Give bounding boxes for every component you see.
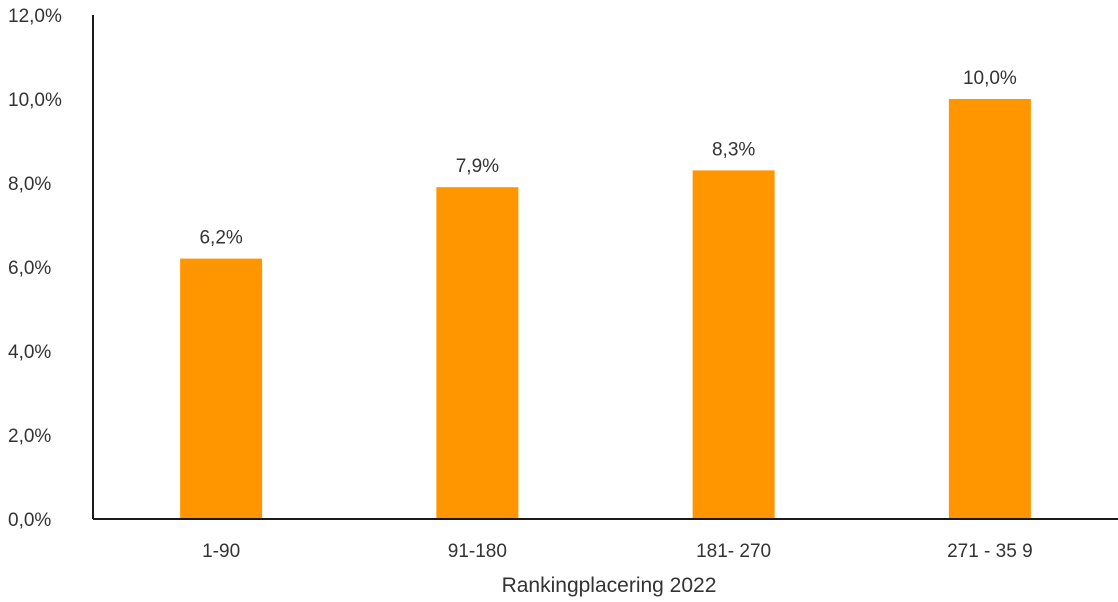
- bar-data-label: 8,3%: [712, 139, 755, 160]
- data-labels: 6,2% 7,9% 8,3% 10,0%: [199, 68, 1016, 249]
- y-tick-label: 10,0%: [8, 90, 62, 111]
- y-tick-label: 0,0%: [8, 510, 51, 531]
- x-tick-label: 271 - 35 9: [947, 541, 1033, 562]
- bar-data-label: 7,9%: [456, 156, 499, 177]
- y-tick-label: 8,0%: [8, 174, 51, 195]
- y-axis-ticks: 0,0% 2,0% 4,0% 6,0% 8,0% 10,0% 12,0%: [8, 6, 62, 531]
- x-tick-label: 1-90: [202, 541, 240, 562]
- bar: [692, 170, 775, 519]
- bar-data-label: 6,2%: [199, 228, 242, 249]
- bar: [180, 258, 263, 519]
- x-tick-label: 91-180: [448, 541, 507, 562]
- x-tick-label: 181- 270: [696, 541, 771, 562]
- y-tick-label: 6,0%: [8, 258, 51, 279]
- x-axis-title: Rankingplacering 2022: [502, 574, 717, 597]
- bars: [180, 99, 1031, 519]
- y-tick-label: 2,0%: [8, 426, 51, 447]
- bar: [948, 99, 1031, 519]
- bar-data-label: 10,0%: [963, 68, 1017, 89]
- x-axis-ticks: 1-90 91-180 181- 270 271 - 35 9: [202, 541, 1033, 562]
- y-tick-label: 4,0%: [8, 342, 51, 363]
- bar: [436, 187, 519, 519]
- y-tick-label: 12,0%: [8, 6, 62, 27]
